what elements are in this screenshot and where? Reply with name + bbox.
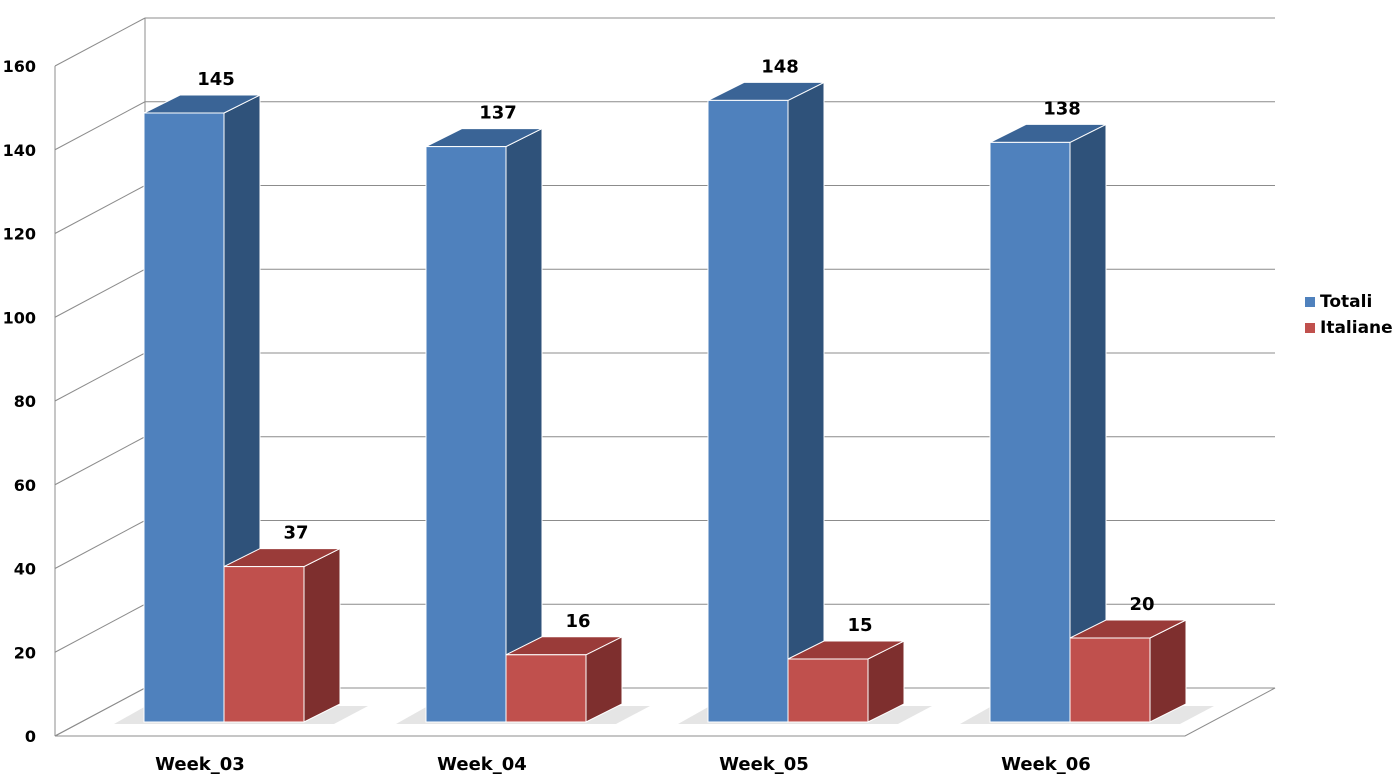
gridline-side bbox=[54, 352, 146, 402]
legend-swatch bbox=[1305, 323, 1315, 333]
bar-totali-week_04 bbox=[425, 127, 543, 723]
bar-front-face bbox=[143, 112, 225, 723]
data-label: 138 bbox=[1043, 98, 1081, 119]
data-label: 148 bbox=[761, 56, 799, 77]
data-labels: 145 37 137 16 148 15 138 20 bbox=[197, 56, 1154, 636]
category-label: Week_06 bbox=[1001, 754, 1091, 775]
data-label: 16 bbox=[565, 611, 590, 632]
gridline-side bbox=[54, 436, 146, 486]
bar-front-face bbox=[989, 141, 1071, 723]
data-label: 37 bbox=[283, 523, 308, 544]
gridline-side bbox=[54, 687, 146, 737]
legend-label: Totali bbox=[1320, 292, 1372, 312]
gridline-side bbox=[54, 520, 146, 569]
y-tick-label: 160 bbox=[3, 57, 36, 76]
bar-side-face bbox=[505, 127, 543, 723]
bar-front-face bbox=[1069, 637, 1151, 723]
data-label: 145 bbox=[197, 69, 235, 90]
bar-front-face bbox=[223, 566, 305, 723]
bar-italiane-week_03 bbox=[223, 547, 341, 723]
y-tick-label: 20 bbox=[14, 643, 36, 662]
bars bbox=[143, 81, 1187, 723]
bar-italiane-week_05 bbox=[787, 640, 905, 723]
y-tick-label: 40 bbox=[14, 560, 36, 579]
category-label: Week_05 bbox=[719, 754, 809, 775]
bar-front-face bbox=[505, 654, 587, 723]
data-label: 137 bbox=[479, 103, 517, 124]
category-labels: Week_03 Week_04 Week_05 Week_06 bbox=[155, 754, 1091, 775]
gridline-side bbox=[54, 185, 146, 234]
bar-front-face bbox=[425, 146, 507, 723]
bar-totali-week_05 bbox=[707, 81, 825, 723]
data-label: 15 bbox=[847, 615, 872, 636]
bar-side-face bbox=[303, 547, 341, 723]
bar-italiane-week_04 bbox=[505, 635, 623, 723]
gridline-side bbox=[54, 101, 146, 151]
y-tick-label: 80 bbox=[14, 392, 36, 411]
gridline-side bbox=[54, 603, 146, 653]
bar-italiane-week_06 bbox=[1069, 619, 1187, 723]
gridline-side bbox=[54, 268, 146, 318]
bar-side-face bbox=[787, 81, 825, 723]
y-tick-label: 100 bbox=[3, 308, 36, 327]
legend-label: Italiane bbox=[1320, 318, 1393, 338]
y-axis-ticks: 0 20 40 60 80 100 120 140 160 bbox=[3, 57, 36, 746]
gridline-side bbox=[54, 17, 146, 67]
y-tick-label: 0 bbox=[25, 727, 36, 746]
category-label: Week_04 bbox=[437, 754, 527, 775]
y-tick-label: 140 bbox=[3, 141, 36, 160]
bar-front-face bbox=[787, 658, 869, 723]
data-label: 20 bbox=[1129, 594, 1154, 615]
y-tick-label: 120 bbox=[3, 225, 36, 244]
bar-front-face bbox=[707, 99, 789, 723]
bar-totali-week_06 bbox=[989, 123, 1107, 723]
category-label: Week_03 bbox=[155, 754, 245, 775]
legend-swatch bbox=[1305, 297, 1315, 307]
legend: Totali Italiane bbox=[1305, 292, 1393, 338]
y-tick-label: 60 bbox=[14, 476, 36, 495]
